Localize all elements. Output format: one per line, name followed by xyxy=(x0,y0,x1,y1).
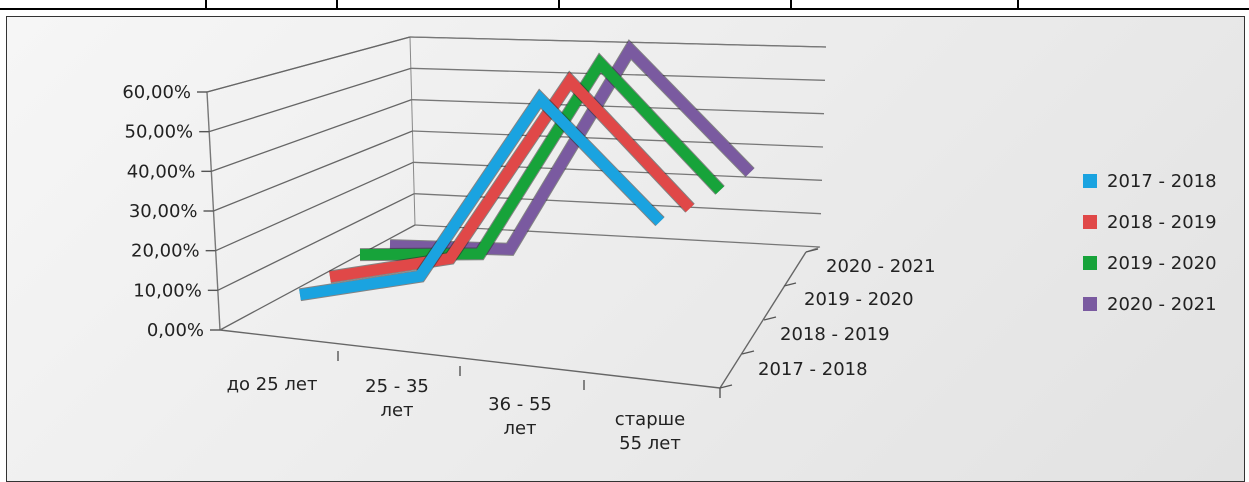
depth-tick-mark xyxy=(805,248,819,253)
y-tick-label: 0,00% xyxy=(147,320,204,341)
x-category-label: старше xyxy=(615,409,685,430)
gridline xyxy=(414,193,822,215)
x-category-label: 36 - 55 xyxy=(488,394,552,415)
series-line xyxy=(299,90,664,301)
y-tick-label: 50,00% xyxy=(125,122,194,143)
y-tick-label: 60,00% xyxy=(122,82,191,103)
depth-axis-line xyxy=(719,251,807,389)
depth-category-label: 2018 - 2019 xyxy=(780,324,890,345)
gridline xyxy=(411,99,825,115)
legend-label: 2020 - 2021 xyxy=(1107,294,1217,315)
legend-swatch xyxy=(1083,174,1097,188)
gridline xyxy=(219,224,416,331)
legend-swatch xyxy=(1083,297,1097,311)
table-cell-divider xyxy=(558,0,560,10)
depth-tick-mark xyxy=(741,350,755,355)
gridline xyxy=(213,130,413,212)
legend-label: 2017 - 2018 xyxy=(1107,171,1217,192)
table-cell-divider xyxy=(1017,0,1019,10)
gridline xyxy=(206,36,411,93)
gridline xyxy=(215,161,414,252)
legend-swatch xyxy=(1083,215,1097,229)
x-category-label: лет xyxy=(503,418,536,439)
table-cell-divider xyxy=(205,0,207,10)
y-tick-label: 20,00% xyxy=(131,241,200,262)
depth-category-label: 2020 - 2021 xyxy=(826,256,936,277)
table-cell-divider xyxy=(336,0,338,10)
legend-label: 2019 - 2020 xyxy=(1107,253,1217,274)
legend-label: 2018 - 2019 xyxy=(1107,212,1217,233)
x-category-label: 55 лет xyxy=(619,433,681,454)
gridline xyxy=(217,193,415,291)
y-tick-label: 40,00% xyxy=(127,161,196,182)
depth-category-label: 2017 - 2018 xyxy=(758,359,868,380)
depth-category-label: 2019 - 2020 xyxy=(804,289,914,310)
series-line xyxy=(329,72,695,283)
depth-tick-mark xyxy=(783,282,797,287)
series-line xyxy=(359,54,725,261)
x-category-label: лет xyxy=(380,400,413,421)
gridline xyxy=(409,36,827,48)
legend-swatch xyxy=(1083,256,1097,270)
table-cell-divider xyxy=(790,0,792,10)
x-category-label: 25 - 35 xyxy=(365,376,429,397)
gridline xyxy=(414,224,821,248)
depth-tick-mark xyxy=(719,384,733,389)
x-axis-line xyxy=(219,329,721,389)
y-tick-label: 10,00% xyxy=(133,280,202,301)
gridline xyxy=(208,67,412,133)
depth-tick-mark xyxy=(763,316,777,321)
gridline xyxy=(211,99,412,172)
y-tick-label: 30,00% xyxy=(129,201,198,222)
x-category-label: до 25 лет xyxy=(227,374,318,395)
table-edge xyxy=(0,0,1249,10)
